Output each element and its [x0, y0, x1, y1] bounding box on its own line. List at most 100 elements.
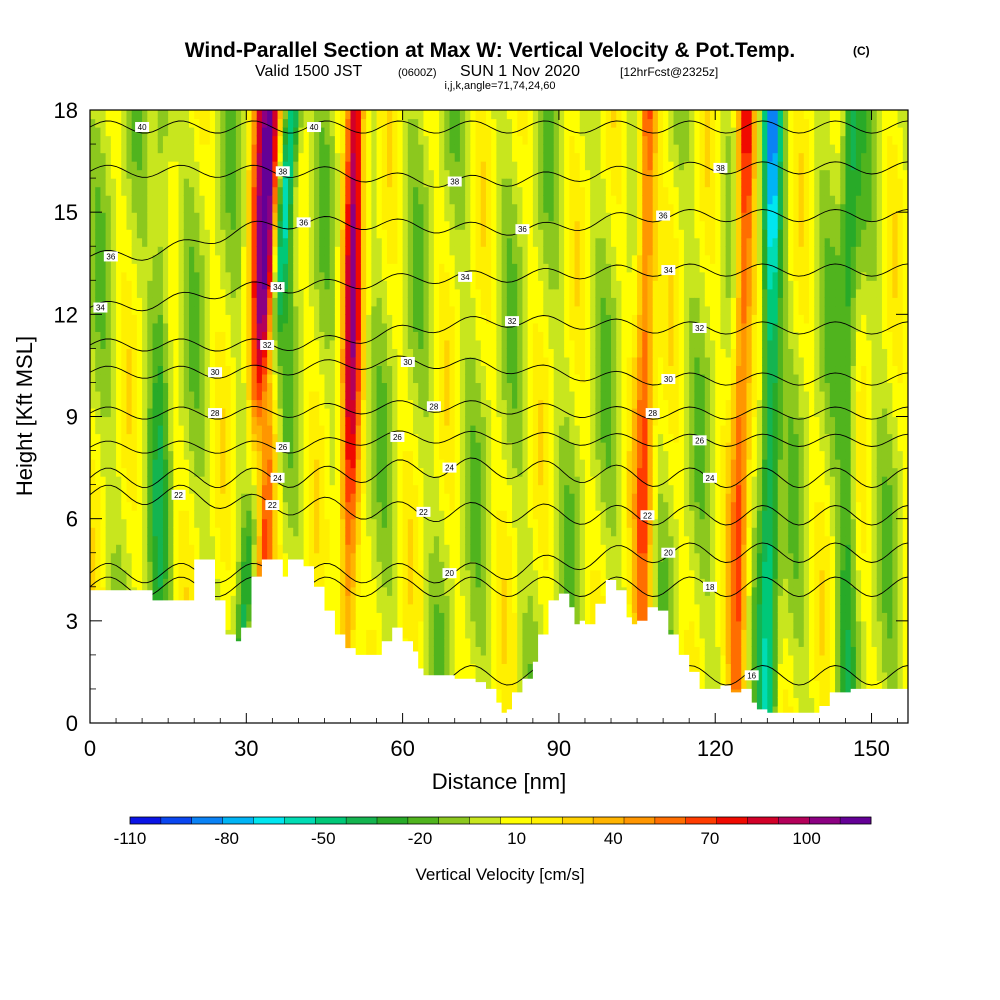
velocity-cell	[136, 373, 143, 384]
velocity-cell	[147, 399, 154, 409]
velocity-cell	[428, 220, 435, 230]
velocity-cell	[376, 629, 383, 639]
velocity-cell	[188, 518, 195, 528]
velocity-cell	[246, 186, 253, 196]
velocity-cell	[418, 110, 425, 120]
velocity-cell	[199, 169, 206, 179]
velocity-cell	[100, 518, 107, 528]
velocity-cell	[241, 348, 247, 358]
velocity-cell	[110, 425, 117, 435]
velocity-cell	[439, 603, 445, 613]
velocity-cell	[90, 356, 96, 367]
velocity-cell	[345, 390, 352, 401]
velocity-cell	[178, 467, 185, 477]
velocity-cell	[157, 271, 164, 281]
velocity-cell	[381, 229, 388, 239]
velocity-cell	[147, 578, 154, 588]
velocity-cell	[225, 544, 232, 554]
velocity-cell	[246, 237, 253, 247]
velocity-cell	[121, 459, 128, 469]
velocity-cell	[267, 407, 273, 418]
velocity-cell	[329, 365, 336, 375]
velocity-cell	[355, 212, 362, 222]
velocity-cell	[215, 288, 221, 298]
velocity-cell	[407, 305, 414, 315]
velocity-cell	[334, 518, 341, 528]
velocity-cell	[131, 229, 138, 239]
velocity-cell	[168, 178, 174, 188]
velocity-cell	[251, 263, 258, 273]
velocity-cell	[439, 467, 445, 477]
velocity-cell	[418, 314, 425, 324]
velocity-cell	[126, 161, 133, 171]
velocity-cell	[178, 595, 185, 605]
velocity-cell	[350, 425, 357, 435]
velocity-cell	[340, 459, 346, 469]
velocity-cell	[298, 552, 305, 562]
velocity-cell	[433, 561, 440, 571]
velocity-cell	[241, 254, 247, 264]
velocity-cell	[157, 501, 164, 511]
velocity-cell	[188, 595, 195, 605]
velocity-cell	[126, 416, 133, 426]
velocity-cell	[303, 390, 310, 401]
velocity-cell	[246, 501, 253, 511]
velocity-cell	[246, 416, 253, 426]
velocity-cell	[215, 118, 221, 128]
velocity-cell	[293, 169, 300, 179]
velocity-cell	[386, 603, 393, 613]
velocity-cell	[168, 365, 174, 375]
velocity-cell	[194, 348, 201, 358]
velocity-cell	[220, 237, 227, 247]
velocity-cell	[126, 271, 133, 281]
velocity-cell	[199, 510, 206, 520]
velocity-cell	[188, 399, 195, 409]
velocity-cell	[116, 476, 122, 486]
velocity-cell	[381, 416, 388, 426]
velocity-cell	[319, 365, 326, 375]
velocity-cell	[162, 246, 169, 256]
velocity-cell	[386, 288, 393, 298]
velocity-cell	[209, 493, 216, 503]
velocity-cell	[308, 152, 315, 162]
velocity-cell	[397, 484, 404, 494]
velocity-cell	[256, 433, 263, 443]
velocity-cell	[90, 271, 96, 281]
velocity-cell	[355, 442, 362, 452]
velocity-cell	[277, 407, 284, 418]
velocity-cell	[402, 527, 409, 537]
velocity-cell	[407, 161, 414, 171]
velocity-cell	[402, 510, 409, 520]
velocity-cell	[413, 510, 419, 520]
velocity-cell	[428, 612, 435, 622]
velocity-cell	[209, 510, 216, 520]
velocity-cell	[241, 331, 247, 341]
velocity-cell	[407, 152, 414, 162]
velocity-cell	[204, 263, 211, 273]
velocity-cell	[397, 399, 404, 409]
velocity-cell	[444, 297, 451, 307]
velocity-cell	[319, 186, 326, 196]
velocity-cell	[105, 220, 112, 230]
velocity-cell	[261, 297, 268, 307]
velocity-cell	[418, 331, 425, 341]
velocity-cell	[131, 493, 138, 503]
velocity-cell	[433, 637, 440, 647]
velocity-cell	[183, 433, 190, 443]
velocity-cell	[314, 416, 320, 426]
velocity-cell	[360, 263, 367, 273]
velocity-cell	[178, 288, 185, 298]
velocity-cell	[178, 305, 185, 315]
velocity-cell	[360, 586, 367, 596]
velocity-cell	[360, 339, 367, 349]
velocity-cell	[251, 297, 258, 307]
velocity-cell	[90, 331, 96, 341]
velocity-cell	[392, 373, 398, 384]
velocity-cell	[95, 416, 102, 426]
velocity-cell	[287, 110, 294, 120]
velocity-cell	[246, 382, 253, 392]
velocity-cell	[168, 586, 174, 596]
velocity-cell	[319, 433, 326, 443]
forecast-info: [12hrFcst@2325z]	[620, 65, 718, 79]
velocity-cell	[334, 586, 341, 596]
